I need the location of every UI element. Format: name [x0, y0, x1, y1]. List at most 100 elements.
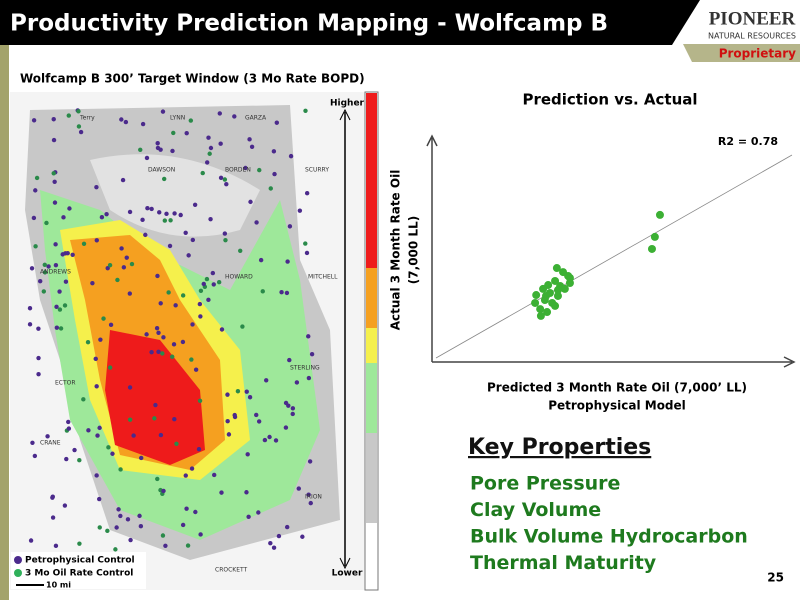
y-axis-subtitle: (7,000 LL)	[407, 216, 421, 284]
well-dot	[306, 492, 311, 497]
chart: R2 = 0.78 Predicted 3 Month Rate Oil (7,…	[389, 134, 796, 413]
well-dot	[51, 137, 57, 143]
well-dot	[183, 473, 188, 478]
well-dot	[138, 147, 143, 152]
well-dot	[90, 280, 95, 286]
well-dot	[145, 206, 150, 211]
well-dot	[178, 212, 183, 218]
well-dot	[36, 371, 41, 377]
well-dot	[127, 291, 133, 296]
scatter-point	[553, 286, 562, 295]
well-dot	[271, 149, 277, 154]
map: Higher Lower 10 mi Terry LYNN GARZA DAWSON B…	[10, 91, 379, 591]
well-dot	[116, 507, 121, 512]
county-label: ANDREWS	[40, 269, 71, 276]
well-dot	[62, 503, 68, 508]
county-label: CROCKETT	[215, 567, 248, 574]
well-dot	[210, 270, 216, 276]
well-dot	[107, 262, 113, 268]
well-dot	[211, 282, 216, 287]
well-dot	[114, 525, 119, 530]
well-dot	[296, 486, 301, 491]
legend-swatch	[14, 556, 22, 564]
well-dot	[157, 210, 162, 215]
well-dot	[170, 148, 175, 154]
key-property: Clay Volume	[470, 499, 601, 521]
color-bar-green	[366, 363, 377, 433]
well-dot	[156, 330, 161, 336]
well-dot	[108, 322, 114, 328]
well-dot	[155, 140, 160, 146]
well-dot	[222, 177, 228, 182]
well-dot	[118, 467, 123, 472]
well-dot	[36, 326, 41, 331]
well-dot	[154, 325, 160, 331]
well-dot	[185, 543, 191, 548]
well-dot	[50, 495, 55, 500]
well-dot	[174, 441, 179, 446]
scatter-point	[551, 276, 560, 285]
chart-title: Prediction vs. Actual	[522, 91, 697, 109]
well-dot	[78, 129, 84, 135]
well-dot	[52, 179, 57, 184]
well-dot	[198, 288, 204, 293]
scatter-point	[560, 284, 569, 293]
tag: Proprietary	[719, 47, 796, 61]
well-dot	[149, 349, 154, 355]
well-dot	[306, 375, 312, 381]
well-dot	[184, 130, 189, 136]
well-dot	[94, 384, 99, 389]
well-dot	[46, 264, 51, 269]
key-property: Bulk Volume Hydrocarbon	[470, 526, 748, 548]
well-dot	[54, 304, 59, 310]
well-dot	[118, 513, 123, 519]
well-dot	[257, 167, 262, 173]
well-dot	[27, 306, 33, 311]
well-dot	[50, 515, 56, 520]
well-dot	[53, 543, 59, 549]
well-dot	[28, 538, 34, 543]
county-label: CRANE	[40, 440, 61, 447]
well-dot	[52, 200, 58, 205]
well-dot	[86, 428, 91, 433]
well-dot	[115, 277, 120, 283]
scatter-point	[532, 291, 541, 300]
well-dot	[238, 248, 243, 253]
well-dot	[119, 246, 124, 251]
well-dot	[53, 262, 59, 268]
well-dot	[172, 417, 177, 422]
well-dot	[249, 144, 255, 149]
well-dot	[219, 490, 224, 495]
county-label: ECTOR	[55, 380, 76, 387]
well-dot	[97, 525, 102, 530]
well-dot	[247, 395, 253, 400]
well-dot	[127, 385, 133, 390]
well-dot	[189, 357, 194, 362]
scatter-point	[655, 210, 664, 219]
well-dot	[57, 307, 63, 312]
well-dot	[29, 266, 35, 271]
well-dot	[76, 124, 82, 129]
well-dot	[162, 218, 168, 223]
well-dot	[81, 241, 87, 246]
well-dot	[206, 297, 211, 303]
well-dot	[198, 314, 203, 319]
well-dot	[62, 303, 68, 308]
well-dot	[70, 252, 75, 258]
well-dot	[189, 466, 195, 471]
well-dot	[244, 490, 249, 495]
well-dot	[217, 111, 222, 116]
scatter-point	[539, 284, 548, 293]
well-dot	[110, 451, 115, 456]
well-dot	[287, 224, 293, 229]
arrow-heads	[339, 108, 351, 570]
well-dot	[155, 476, 160, 482]
well-dot	[306, 334, 311, 339]
color-bar-gray	[366, 433, 377, 523]
trend-line	[435, 154, 793, 359]
well-dot	[161, 335, 166, 340]
well-dot	[54, 325, 60, 330]
well-dot	[121, 265, 127, 270]
zone-red	[105, 330, 205, 465]
well-dot	[244, 389, 249, 394]
